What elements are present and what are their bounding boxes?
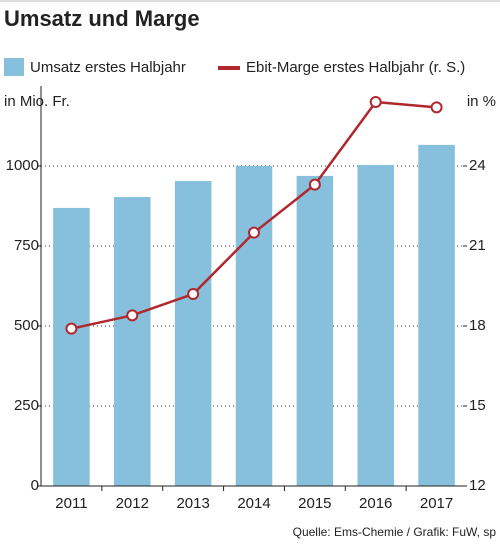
legend-swatch [4, 58, 24, 76]
line-point [126, 309, 139, 322]
bar [174, 181, 212, 487]
bar [418, 144, 455, 486]
y-tick-label: 1000 [6, 157, 39, 174]
y2-axis-title: in % [467, 93, 496, 110]
bar [296, 175, 334, 487]
chart-title: Umsatz und Marge [4, 6, 200, 31]
x-tick-label: 2015 [298, 495, 331, 512]
line-point [430, 101, 443, 114]
line-point [248, 226, 260, 239]
y2-tick-label: 18 [469, 317, 486, 334]
bar [53, 207, 90, 487]
y2-tick-label: 15 [469, 397, 486, 414]
y-tick-label: 750 [14, 237, 39, 254]
x-tick-label: 2017 [420, 495, 453, 512]
line-point [369, 96, 382, 108]
source: Quelle: Ems-Chemie / Grafik: FuW, sp [293, 525, 497, 539]
line-point [308, 178, 321, 191]
bar [235, 166, 273, 486]
y2-tick-label: 24 [469, 157, 486, 174]
x-tick-label: 2011 [55, 495, 87, 512]
legend-label: Umsatz erstes Halbjahr [30, 59, 186, 76]
x-tick-label: 2016 [359, 495, 392, 512]
line-point [65, 322, 78, 335]
x-tick-label: 2012 [116, 495, 149, 512]
y-axis-title: in Mio. Fr. [4, 93, 70, 110]
y-tick-label: 0 [31, 477, 39, 494]
y2-tick-label: 21 [469, 237, 486, 254]
x-tick-label: 2014 [237, 495, 270, 512]
y-tick-label: 500 [14, 317, 39, 334]
bar [357, 165, 394, 487]
y2-tick-label: 12 [469, 477, 486, 494]
x-tick-label: 2013 [176, 495, 209, 512]
bar [114, 197, 151, 487]
line-point [187, 288, 200, 300]
legend-label: Ebit-Marge erstes Halbjahr (r. S.) [246, 59, 465, 76]
y-tick-label: 250 [14, 397, 39, 414]
